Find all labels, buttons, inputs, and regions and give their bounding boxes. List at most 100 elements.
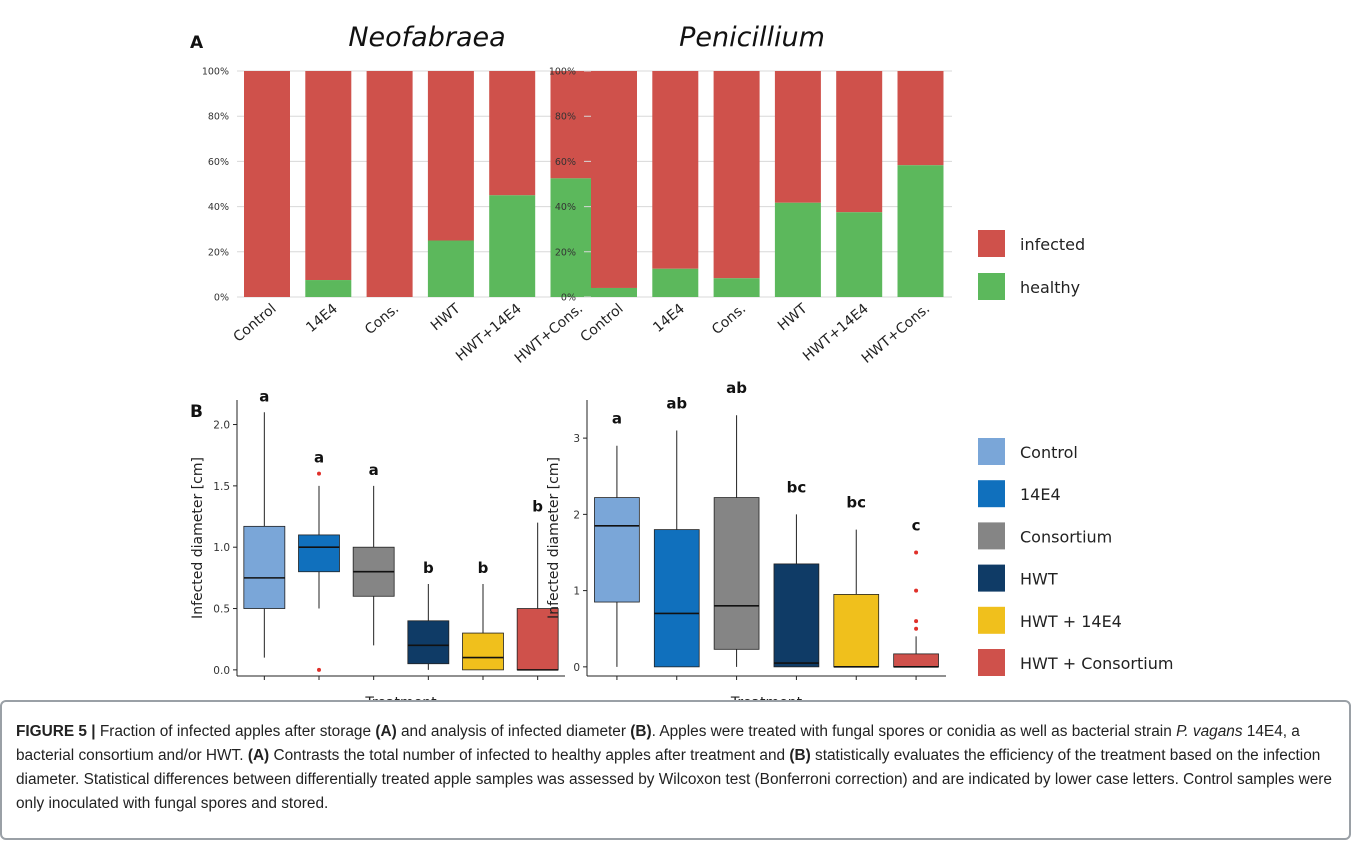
y-tick-label: 40% (555, 202, 576, 213)
y-tick-label: 0% (214, 293, 229, 304)
bar-healthy-hwt-cons (897, 165, 944, 297)
box-hwt (407, 620, 450, 665)
outlier-point (914, 588, 919, 593)
x-tick-label: Control (578, 301, 627, 346)
y-tick-label: 80% (208, 112, 229, 123)
y-tick-label: 100% (549, 67, 576, 78)
legend-infection-status: infected healthy (978, 230, 1085, 300)
legend-swatch-healthy (978, 273, 1005, 300)
significance-letter: b (532, 498, 543, 516)
significance-letter: bc (846, 494, 866, 512)
legend-swatch-hwt-consortium (978, 649, 1005, 676)
outlier-point (914, 619, 919, 624)
x-tick-label: Cons. (362, 301, 402, 338)
y-tick-label: 2.0 (213, 420, 230, 432)
bar-infected-hwt-cons (897, 71, 944, 166)
significance-letter: bc (787, 478, 807, 496)
significance-letter: b (423, 559, 434, 577)
box-control (243, 525, 286, 609)
significance-letter: a (259, 387, 269, 405)
chart-neofabraea: Neofabraea 0% 20% 40% 60% 80% 100% Control 14E4 C… (202, 22, 605, 367)
figure-caption: FIGURE 5 | Fraction of infected apples a… (16, 720, 1336, 816)
caption-box: FIGURE 5 | Fraction of infected apples a… (0, 700, 1351, 840)
bar-infected-14e4 (652, 71, 699, 269)
legend-label-hwt: HWT (1020, 570, 1058, 589)
legend-swatch-hwt-14e4 (978, 606, 1005, 634)
significance-letter: a (612, 410, 622, 428)
caption-ref-a: (A) (375, 723, 397, 740)
significance-letter: a (369, 461, 379, 479)
y-tick-label: 20% (208, 247, 229, 258)
bar-healthy-cons (713, 278, 760, 297)
legend-label-14e4: 14E4 (1020, 485, 1061, 504)
legend-swatch-hwt (978, 564, 1005, 592)
caption-species: P. vagans (1176, 723, 1243, 740)
legend-label-control: Control (1020, 443, 1078, 462)
bar-healthy-hwt-14e4 (489, 195, 536, 297)
bar-infected-control (244, 71, 290, 297)
bar-healthy-14e4 (305, 280, 352, 297)
figure-5: A B Neofabraea 0% 20% 40% 60% 80% 100% Control 1… (190, 22, 1173, 711)
y-tick-label: 0.0 (213, 665, 230, 677)
bar-infected-hwt-14e4 (836, 71, 883, 213)
significance-letter: a (314, 449, 324, 467)
caption-text-4: 14E4, a bacterial consortium and/or HWT. (16, 723, 1300, 764)
box-hwt-14e4 (462, 632, 504, 671)
legend-label-consortium: Consortium (1020, 527, 1112, 546)
y-axis-title: Infected diameter [cm] (190, 457, 206, 619)
y-tick-label: 20% (555, 247, 576, 258)
box-consortium (713, 497, 760, 650)
bar-healthy-hwt (427, 240, 474, 297)
y-tick-label: 3 (573, 433, 580, 445)
x-tick-label: HWT (775, 301, 811, 335)
outlier-point (317, 667, 321, 672)
legend-label-infected: infected (1020, 235, 1085, 254)
chart-title: Penicillium (679, 22, 825, 53)
box-hwt-consortium (893, 653, 939, 668)
caption-ref-b: (B) (630, 723, 652, 740)
y-tick-label: 0% (561, 293, 576, 304)
caption-figure-label: FIGURE 5 | (16, 723, 96, 740)
bar-infected-hwt-14e4 (489, 71, 536, 196)
box-hwt-consortium (516, 608, 559, 671)
chart-title: Neofabraea (348, 22, 505, 53)
significance-letter: b (478, 559, 489, 577)
y-tick-label: 60% (208, 157, 229, 168)
bar-infected-14e4 (305, 71, 352, 281)
caption-text-3: . Apples were treated with fungal spores… (651, 723, 1177, 740)
caption-ref-a-2: (A) (247, 747, 270, 764)
legend-swatch-14e4 (978, 480, 1005, 508)
legend-label-healthy: healthy (1020, 278, 1080, 297)
significance-letter: ab (666, 394, 687, 412)
legend-label-hwt-consortium: HWT + Consortium (1020, 654, 1173, 673)
caption-text-5: Contrasts the total number of infected t… (269, 747, 790, 764)
bar-infected-hwt-cons (550, 71, 597, 179)
caption-text-2: and analysis of infected diameter (396, 723, 631, 740)
bar-healthy-hwt (774, 202, 821, 297)
panel-a-label: A (190, 33, 204, 53)
caption-text-6: statistically evaluates the efficiency o… (16, 747, 1332, 812)
x-tick-label: 14E4 (650, 301, 688, 336)
y-tick-label: 80% (555, 112, 576, 123)
y-tick-label: 40% (208, 202, 229, 213)
bar-infected-control (591, 71, 637, 288)
bar-healthy-control (591, 287, 637, 297)
outlier-point (914, 626, 919, 631)
caption-text-1: Fraction of infected apples after storag… (95, 723, 376, 740)
bar-infected-hwt (774, 71, 821, 203)
outlier-point (317, 471, 321, 476)
bar-infected-cons (366, 71, 413, 297)
caption-ref-b-2: (B) (789, 747, 811, 764)
legend-label-hwt-14e4: HWT + 14E4 (1020, 612, 1122, 631)
y-tick-label: 1.0 (213, 542, 230, 554)
legend-swatch-infected (978, 230, 1005, 257)
bar-infected-cons (713, 71, 760, 279)
y-tick-label: 0.5 (213, 604, 230, 616)
x-tick-label: 14E4 (303, 301, 341, 336)
box-hwt-14e4 (833, 594, 880, 668)
chart-penicillium: Penicillium 0% 20% 40% 60% 80% 100% Control 14E4… (549, 22, 952, 367)
legend-swatch-consortium (978, 522, 1005, 550)
y-tick-label: 1.5 (213, 481, 230, 493)
